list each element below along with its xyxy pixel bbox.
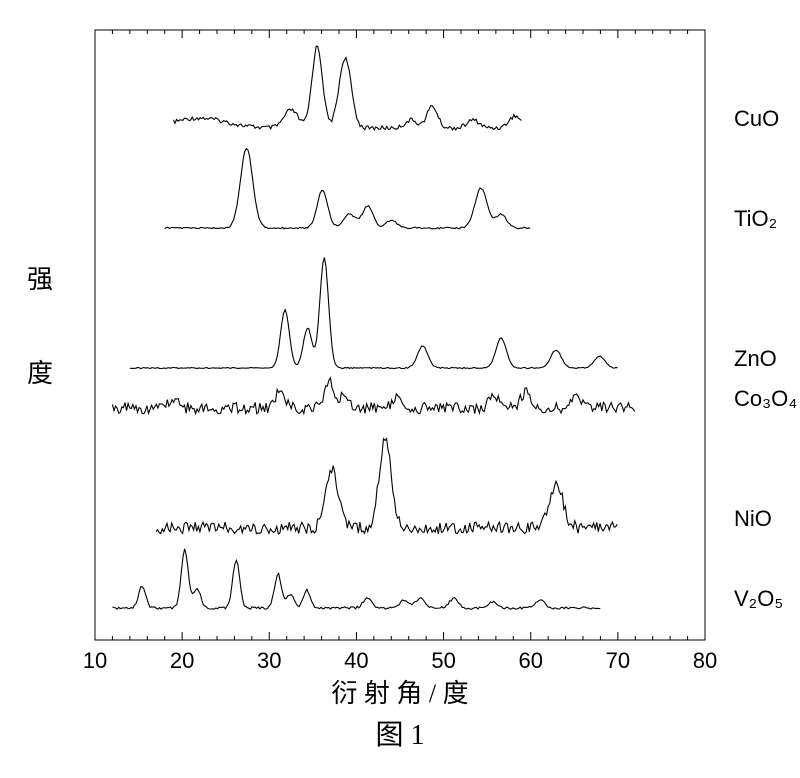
chart-container: 1020304050607080衍 射 角 / 度强 度CuOTiO₂ZnOCo… — [0, 0, 800, 773]
series-label: CuO — [734, 106, 779, 131]
series-label: V₂O₅ — [734, 586, 783, 611]
figure-caption: 图 1 — [0, 713, 800, 753]
svg-text:衍 射 角 / 度: 衍 射 角 / 度 — [331, 679, 468, 708]
svg-text:10: 10 — [83, 648, 107, 673]
series-label: NiO — [734, 506, 772, 531]
series-label: ZnO — [734, 346, 777, 371]
series-label: Co₃O₄ — [734, 386, 797, 411]
xrd-plot: 1020304050607080衍 射 角 / 度强 度CuOTiO₂ZnOCo… — [0, 0, 800, 773]
svg-text:60: 60 — [518, 648, 542, 673]
svg-text:70: 70 — [606, 648, 630, 673]
svg-text:40: 40 — [344, 648, 368, 673]
svg-text:80: 80 — [693, 648, 717, 673]
svg-text:20: 20 — [170, 648, 194, 673]
svg-text:50: 50 — [431, 648, 455, 673]
series-label: TiO₂ — [734, 206, 777, 231]
svg-text:30: 30 — [257, 648, 281, 673]
